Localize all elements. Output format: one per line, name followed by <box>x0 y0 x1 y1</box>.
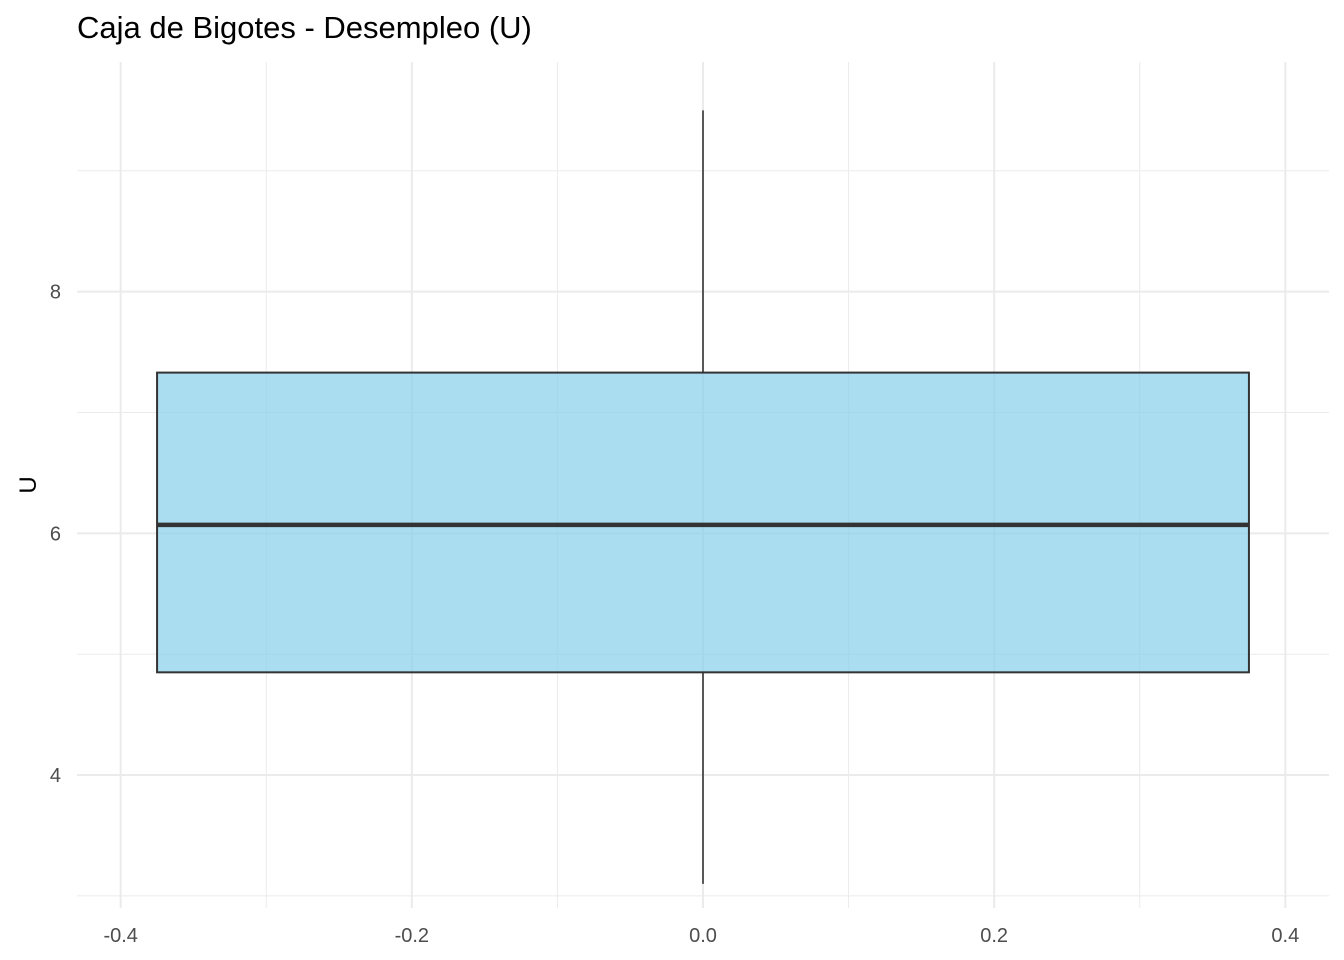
axis-labels: -0.4 -0.2 0.0 0.2 0.4 4 6 8 <box>50 282 1299 947</box>
x-tick-label: -0.4 <box>103 925 137 947</box>
x-tick-label: 0.4 <box>1271 925 1299 947</box>
x-tick-label: -0.2 <box>395 925 429 947</box>
x-tick-label: 0.2 <box>980 925 1008 947</box>
chart-title: Caja de Bigotes - Desempleo (U) <box>77 10 532 45</box>
y-tick-label: 4 <box>50 765 61 787</box>
x-tick-label: 0.0 <box>689 925 717 947</box>
box-layer <box>156 110 1250 884</box>
y-axis-title: U <box>15 476 42 493</box>
box-iqr <box>156 371 1250 674</box>
y-tick-label: 8 <box>50 282 61 304</box>
y-tick-label: 6 <box>50 523 61 545</box>
